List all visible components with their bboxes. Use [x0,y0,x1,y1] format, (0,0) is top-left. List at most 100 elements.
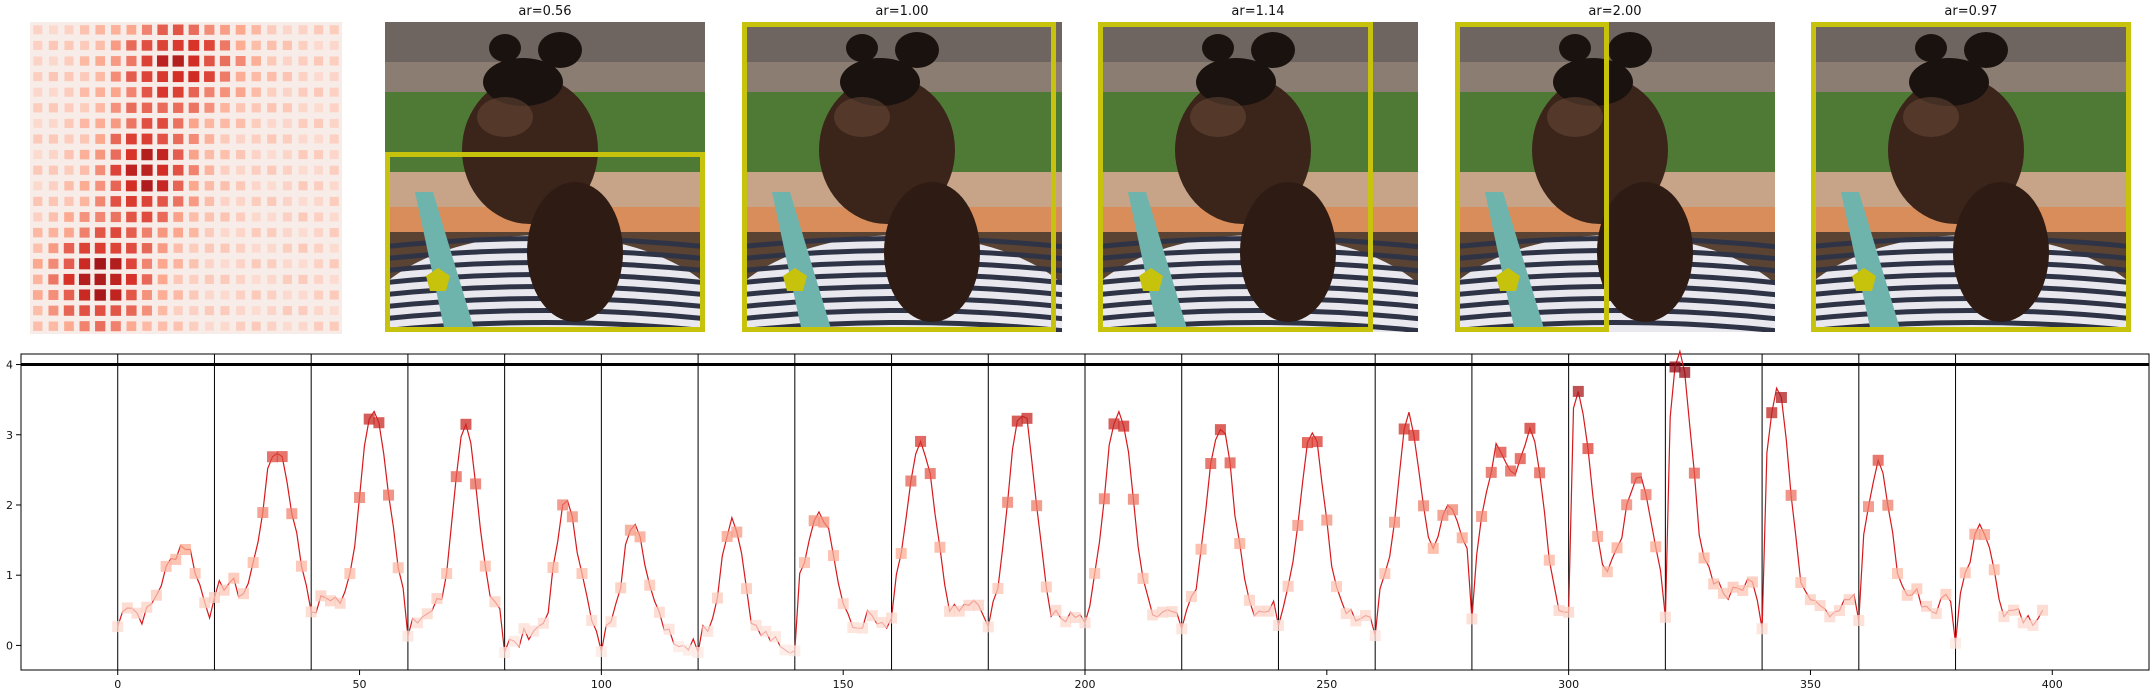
score-marker [1882,499,1894,511]
heatmap-cell [188,180,199,191]
score-marker [769,631,781,643]
x-tick-label: 100 [591,678,612,691]
x-tick-label: 400 [2042,678,2063,691]
heatmap-cell [220,259,230,269]
score-marker [489,596,501,608]
score-marker [895,547,907,559]
heatmap-cell [33,321,43,331]
heatmap-cell [142,305,152,316]
score-marker [1795,577,1807,589]
score-marker [711,592,723,604]
heatmap-cell [267,306,277,316]
heatmap-cell [173,306,183,316]
photo-illustration [1811,22,2131,332]
score-marker [508,635,520,647]
heatmap-cell [282,259,292,269]
heatmap-cell [298,196,308,206]
heatmap-cell [48,25,58,35]
heatmap-cell [126,227,137,238]
heatmap-cell [298,40,308,50]
heatmap-cell [141,243,153,254]
heatmap-cell [141,55,153,67]
heatmap-cell [64,134,74,144]
score-marker [470,478,482,490]
heatmap-cell [251,306,261,315]
heatmap-cell [157,102,168,113]
score-marker [1447,504,1459,516]
heatmap-cell [298,72,308,82]
heatmap-cell [157,258,168,269]
heatmap-cell [173,102,184,113]
score-marker [1688,467,1700,479]
score-marker [1940,588,1952,600]
heatmap-cell [298,87,308,97]
heatmap-cell [173,133,184,145]
score-marker [1408,429,1420,441]
heatmap-cell [204,259,214,269]
heatmap-cell [95,118,106,129]
heatmap-cell [110,305,122,316]
heatmap-cell [220,212,230,222]
heatmap-cell [220,290,230,300]
heatmap-cell [141,258,153,269]
crop-box [385,152,705,332]
heatmap-cell [157,118,168,129]
heatmap-cell [63,273,75,285]
score-marker [1389,516,1401,528]
heatmap-cell [141,24,153,35]
heatmap-cell [63,242,75,254]
heatmap-cell [236,103,246,113]
heatmap-cell [282,196,292,206]
heatmap-cell [64,212,74,222]
heatmap-cell [251,118,261,128]
heatmap-cell [235,118,246,129]
heatmap-cell [79,258,91,270]
panel-title: ar=0.97 [1944,4,1998,19]
heatmap-cell [126,87,137,98]
score-marker [1582,443,1594,455]
heatmap-cell [236,181,246,191]
x-tick-label: 0 [114,678,121,691]
score-marker [1775,391,1787,403]
heatmap-cell [236,243,246,253]
heatmap-cell [110,180,121,191]
heatmap-cell [189,259,199,269]
heatmap-cell [64,118,74,128]
score-marker [1031,500,1043,512]
score-marker [1737,584,1749,596]
heatmap-cell [157,164,169,176]
heatmap-cell [298,134,308,144]
heatmap-cell [314,212,324,222]
heatmap-cell [251,40,261,51]
heatmap-cell [48,40,58,50]
heatmap-cell [94,242,106,254]
heatmap-cell [204,55,215,67]
heatmap-cell [314,243,324,253]
score-marker [982,621,994,633]
heatmap-cell [110,211,121,223]
heatmap-cell [79,321,90,332]
heatmap-cell [110,56,121,66]
score-marker [1601,566,1613,578]
score-marker [276,451,288,463]
heatmap-cell [48,258,59,269]
score-marker [1021,412,1033,424]
heatmap-cell [173,274,183,284]
heatmap-cell [204,24,215,35]
heatmap-cell [48,196,58,206]
heatmap-cell [267,165,277,175]
score-marker [266,451,278,463]
heatmap-cell [48,134,58,144]
heatmap-cell [298,321,308,331]
score-marker [750,619,762,631]
heatmap-cell [267,321,277,331]
score-marker [1843,594,1855,606]
score-marker [1495,446,1507,458]
heatmap-cell [267,181,277,191]
heatmap-cell [64,56,74,66]
heatmap-cell [48,118,58,128]
heatmap-cell [267,103,277,113]
heatmap-cell [236,274,246,284]
heatmap-cell [141,40,153,51]
score-marker [973,599,985,611]
